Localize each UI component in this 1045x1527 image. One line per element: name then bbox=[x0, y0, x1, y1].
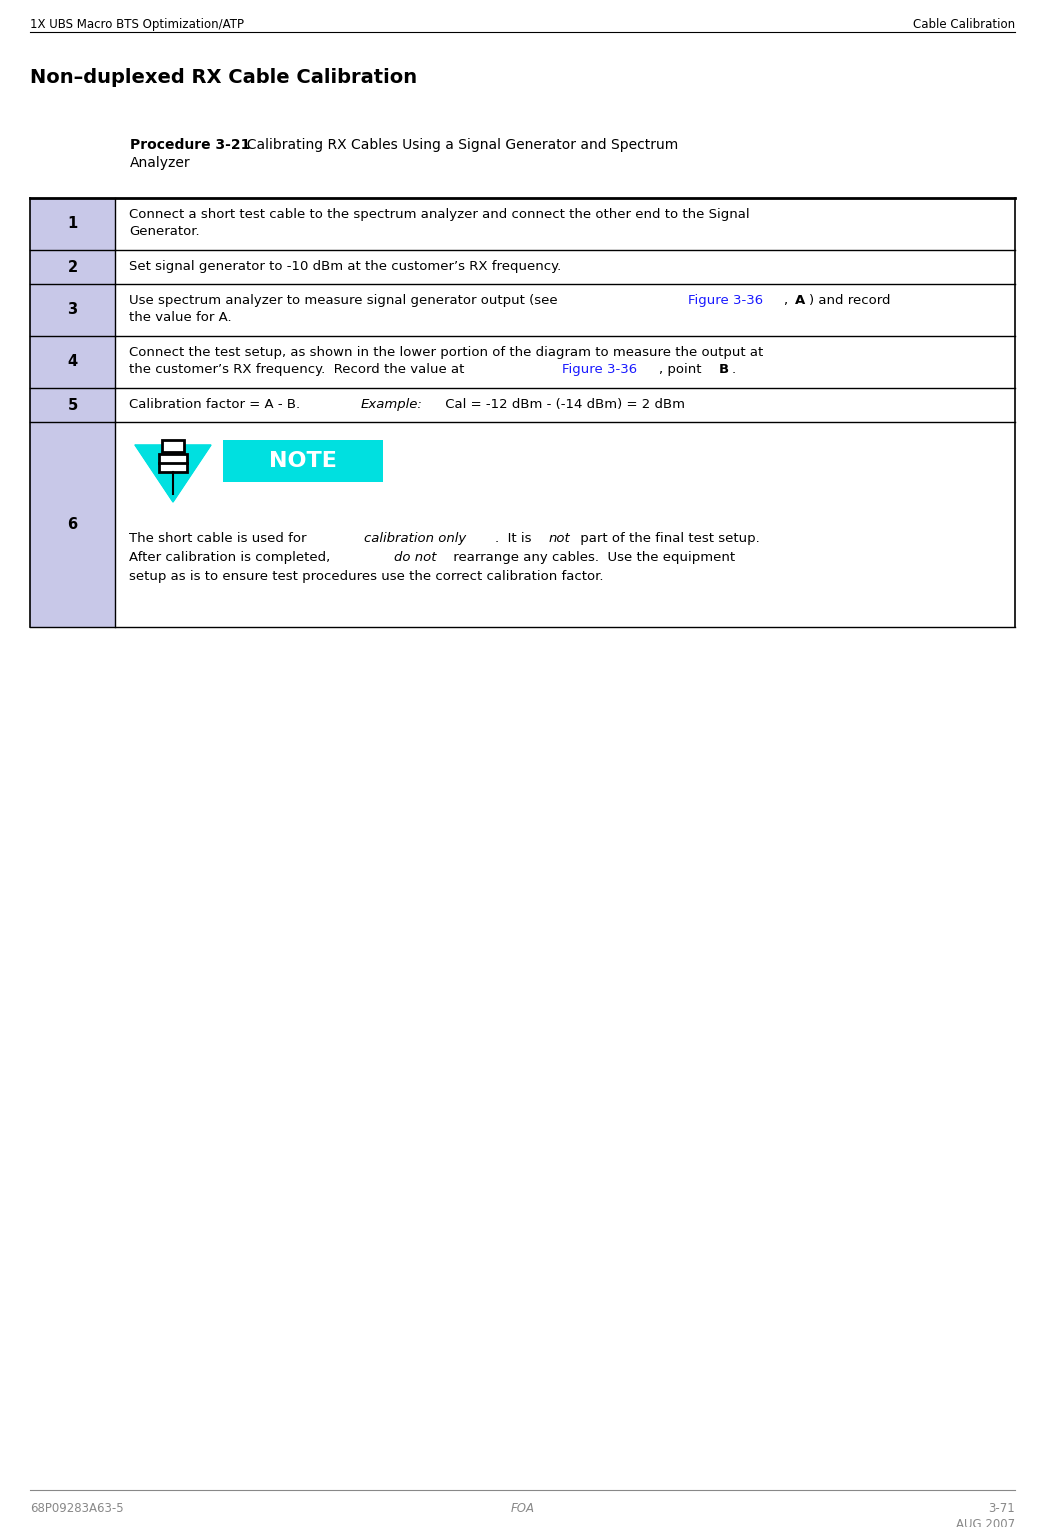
Text: FOA: FOA bbox=[511, 1503, 534, 1515]
Polygon shape bbox=[135, 444, 211, 502]
Text: .  It is: . It is bbox=[495, 531, 536, 545]
Text: NOTE: NOTE bbox=[269, 450, 336, 470]
Text: Connect the test setup, as shown in the lower portion of the diagram to measure : Connect the test setup, as shown in the … bbox=[129, 347, 763, 359]
Text: Cable Calibration: Cable Calibration bbox=[913, 18, 1015, 31]
Text: 4: 4 bbox=[68, 354, 77, 370]
Text: AUG 2007: AUG 2007 bbox=[956, 1518, 1015, 1527]
Text: Figure 3-36: Figure 3-36 bbox=[562, 363, 636, 376]
Text: Connect a short test cable to the spectrum analyzer and connect the other end to: Connect a short test cable to the spectr… bbox=[129, 208, 749, 221]
Text: ,: , bbox=[785, 295, 793, 307]
Bar bbox=[30, 388, 115, 421]
Text: 68P09283A63-5: 68P09283A63-5 bbox=[30, 1503, 123, 1515]
Bar bbox=[162, 440, 184, 452]
Text: part of the final test setup.: part of the final test setup. bbox=[576, 531, 760, 545]
Text: not: not bbox=[548, 531, 570, 545]
Text: Generator.: Generator. bbox=[129, 224, 200, 238]
Text: 5: 5 bbox=[67, 397, 77, 412]
Bar bbox=[30, 421, 115, 628]
Bar bbox=[223, 440, 384, 483]
Text: 6: 6 bbox=[68, 518, 77, 531]
Text: , point: , point bbox=[658, 363, 705, 376]
Text: .: . bbox=[733, 363, 736, 376]
Text: 2: 2 bbox=[68, 260, 77, 275]
Text: Figure 3-36: Figure 3-36 bbox=[688, 295, 763, 307]
Text: Use spectrum analyzer to measure signal generator output (see: Use spectrum analyzer to measure signal … bbox=[129, 295, 562, 307]
Text: Non–duplexed RX Cable Calibration: Non–duplexed RX Cable Calibration bbox=[30, 69, 417, 87]
Text: 3: 3 bbox=[68, 302, 77, 318]
Text: After calibration is completed,: After calibration is completed, bbox=[129, 551, 334, 563]
Text: rearrange any cables.  Use the equipment: rearrange any cables. Use the equipment bbox=[449, 551, 735, 563]
Text: setup as is to ensure test procedures use the correct calibration factor.: setup as is to ensure test procedures us… bbox=[129, 570, 604, 583]
Text: Calibration factor = A - B.: Calibration factor = A - B. bbox=[129, 399, 308, 411]
Text: Procedure 3-21: Procedure 3-21 bbox=[130, 137, 251, 153]
Text: B: B bbox=[719, 363, 729, 376]
Bar bbox=[30, 284, 115, 336]
Text: ) and record: ) and record bbox=[809, 295, 890, 307]
Text: Set signal generator to -10 dBm at the customer’s RX frequency.: Set signal generator to -10 dBm at the c… bbox=[129, 260, 561, 273]
Text: calibration only: calibration only bbox=[364, 531, 466, 545]
Bar bbox=[30, 199, 115, 250]
Bar bbox=[30, 336, 115, 388]
Text: A: A bbox=[795, 295, 806, 307]
Text: Analyzer: Analyzer bbox=[130, 156, 190, 169]
Text: do not: do not bbox=[394, 551, 437, 563]
Text: The short cable is used for: The short cable is used for bbox=[129, 531, 310, 545]
Bar bbox=[159, 454, 187, 472]
Text: Calibrating RX Cables Using a Signal Generator and Spectrum: Calibrating RX Cables Using a Signal Gen… bbox=[238, 137, 678, 153]
Bar bbox=[30, 250, 115, 284]
Text: 1: 1 bbox=[67, 217, 77, 232]
Text: 3-71: 3-71 bbox=[989, 1503, 1015, 1515]
Text: Cal = -12 dBm - (-14 dBm) = 2 dBm: Cal = -12 dBm - (-14 dBm) = 2 dBm bbox=[441, 399, 684, 411]
Text: the value for A.: the value for A. bbox=[129, 312, 232, 324]
Text: Example:: Example: bbox=[361, 399, 422, 411]
Text: 1X UBS Macro BTS Optimization/ATP: 1X UBS Macro BTS Optimization/ATP bbox=[30, 18, 243, 31]
Text: the customer’s RX frequency.  Record the value at: the customer’s RX frequency. Record the … bbox=[129, 363, 464, 376]
